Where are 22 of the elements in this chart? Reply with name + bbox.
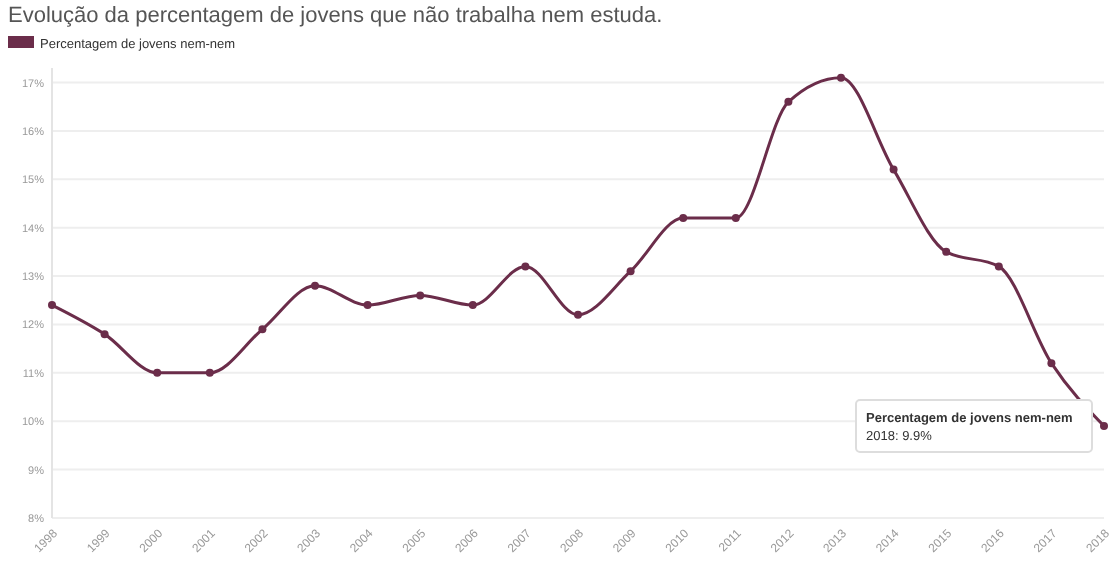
point bbox=[521, 262, 530, 271]
point bbox=[889, 165, 898, 174]
point bbox=[311, 281, 319, 290]
point bbox=[994, 262, 1003, 271]
point bbox=[205, 368, 214, 377]
point bbox=[942, 247, 951, 256]
point bbox=[784, 97, 793, 106]
point bbox=[416, 291, 425, 300]
chart-title: Evolução da percentagem de jovens que não trabalha nem estuda. bbox=[8, 4, 663, 28]
point bbox=[731, 214, 740, 222]
point bbox=[679, 214, 688, 222]
point bbox=[48, 301, 56, 310]
point bbox=[1100, 422, 1108, 431]
point bbox=[1047, 359, 1056, 368]
point bbox=[574, 310, 582, 319]
point bbox=[837, 73, 845, 82]
point bbox=[153, 368, 162, 377]
point bbox=[100, 330, 109, 339]
point bbox=[363, 301, 372, 310]
point bbox=[626, 267, 635, 276]
point bbox=[468, 301, 477, 310]
point bbox=[258, 325, 267, 334]
